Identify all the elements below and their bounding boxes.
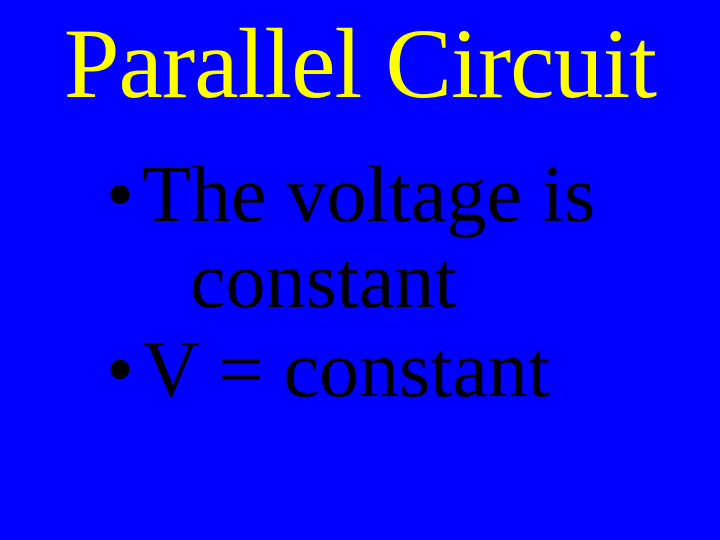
bullet-text: The voltage is [142,152,660,238]
bullet-marker-icon: • [100,327,142,413]
slide: Parallel Circuit • The voltage is consta… [0,0,720,540]
bullet-text-continuation: constant [100,238,660,324]
bullet-item: • The voltage is [100,152,660,238]
bullet-text: V = constant [142,327,660,413]
slide-title: Parallel Circuit [0,14,720,114]
slide-body: • The voltage is constant • V = constant [100,152,660,413]
bullet-item: • V = constant [100,327,660,413]
bullet-marker-icon: • [100,152,142,238]
